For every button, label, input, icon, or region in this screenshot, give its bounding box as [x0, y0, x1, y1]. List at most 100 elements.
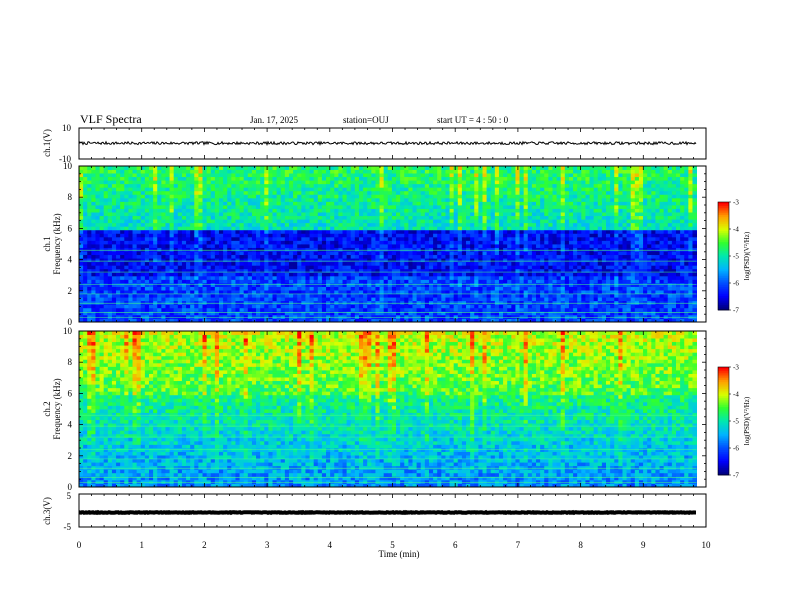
spectrogram-cell [330, 268, 335, 273]
spectrogram-cell [107, 318, 113, 323]
spectrogram-cell [478, 222, 483, 227]
spectrogram-cell [276, 318, 282, 323]
spectrogram-cell [350, 268, 356, 273]
spectrogram-cell [321, 190, 327, 195]
spectrogram-cell [540, 283, 545, 287]
spectrogram-cell [91, 279, 96, 284]
spectrogram-cell [169, 265, 175, 270]
spectrogram-cell [280, 258, 286, 263]
spectrogram-cell [99, 254, 105, 259]
spectrogram-cell [268, 311, 273, 316]
spectrogram-cell [124, 173, 129, 178]
spectrogram-cell [428, 215, 434, 220]
spectrogram-cell [494, 166, 500, 170]
spectrogram-cell [157, 297, 162, 302]
spectrogram-cell [445, 205, 450, 209]
spectrogram-cell [116, 265, 121, 270]
spectrogram-cell [120, 247, 125, 252]
spectrogram-cell [334, 318, 339, 323]
spectrogram-cell [214, 283, 220, 287]
spectrogram-cell [218, 244, 224, 248]
spectrogram-cell [531, 180, 537, 185]
spectrogram-cell [490, 187, 496, 192]
spectrogram-cell [83, 254, 88, 259]
spectrogram-cell [239, 197, 245, 202]
spectrogram-cell [148, 236, 154, 241]
spectrogram-cell [79, 215, 84, 220]
spectrogram-cell [107, 240, 113, 245]
spectrogram-cell [194, 293, 199, 298]
spectrogram-cell [511, 215, 516, 220]
spectrogram-cell [358, 205, 364, 209]
spectrogram-cell [235, 169, 240, 174]
spectrogram-cell [256, 233, 261, 238]
spectrogram-cell [441, 194, 446, 199]
spectrogram-cell [264, 261, 269, 266]
spectrogram-cell [498, 300, 504, 305]
spectrogram-cell [251, 293, 257, 298]
spectrogram-cell [276, 226, 282, 231]
spectrogram-cell [235, 176, 240, 181]
spectrogram-cell [363, 215, 368, 220]
spectrogram-cell [424, 240, 430, 245]
spectrogram-cell [437, 229, 442, 234]
spectrogram-cell [116, 176, 121, 181]
spectrogram-cell [243, 244, 249, 248]
spectrogram-cell [404, 233, 409, 238]
spectrogram-cell [420, 261, 426, 266]
spectrogram-cell [227, 279, 232, 284]
spectrogram-cell [293, 212, 298, 217]
spectrogram-cell [280, 212, 286, 217]
spectrogram-cell [445, 247, 450, 252]
spectrogram-cell [227, 190, 232, 195]
spectrogram-cell [437, 265, 442, 270]
spectrogram-cell [239, 275, 245, 280]
spectrogram-cell [383, 279, 389, 284]
spectrogram-cell [519, 205, 525, 209]
spectrogram-cell [408, 300, 413, 305]
spectrogram-cell [391, 311, 397, 316]
spectrogram-cell [235, 233, 240, 238]
spectrogram-cell [383, 293, 389, 298]
spectrogram-cell [87, 229, 92, 234]
spectrogram-cell [218, 173, 224, 178]
spectrogram-cell [276, 297, 282, 302]
spectrogram-cell [280, 314, 286, 319]
spectrogram-cell [87, 268, 92, 273]
spectrogram-cell [214, 183, 220, 188]
spectrogram-cell [239, 244, 245, 248]
spectrogram-cell [441, 275, 446, 280]
spectrogram-cell [391, 236, 397, 241]
spectrogram-cell [342, 183, 348, 188]
spectrogram-cell [107, 226, 113, 231]
spectrogram-cell [424, 187, 430, 192]
spectrogram-cell [482, 318, 488, 323]
spectrogram-cell [474, 314, 479, 319]
spectrogram-cell [136, 293, 142, 298]
spectrogram-cell [140, 236, 146, 241]
spectrogram-cell [420, 300, 426, 305]
spectrogram-cell [268, 283, 273, 287]
spectrogram-cell [326, 215, 331, 220]
spectrogram-cell [231, 226, 236, 231]
spectrogram-cell [416, 275, 422, 280]
spectrogram-cell [433, 314, 438, 319]
spectrogram-cell [99, 205, 105, 209]
spectrogram-cell [317, 222, 323, 227]
spectrogram-cell [268, 233, 273, 238]
spectrogram-cell [120, 222, 125, 227]
spectrogram-cell [441, 215, 446, 220]
spectrogram-cell [478, 254, 483, 259]
spectrogram-cell [321, 229, 327, 234]
spectrogram-cell [428, 297, 434, 302]
spectrogram-cell [313, 180, 319, 185]
spectrogram-cell [251, 297, 257, 302]
spectrogram-cell [140, 304, 146, 309]
spectrogram-cell [202, 176, 208, 181]
spectrogram-cell [433, 275, 438, 280]
spectrogram-cell [379, 254, 385, 259]
spectrogram-cell [136, 205, 142, 209]
spectrogram-cell [494, 197, 500, 202]
spectrogram-cell [498, 197, 504, 202]
spectrogram-cell [350, 272, 356, 277]
